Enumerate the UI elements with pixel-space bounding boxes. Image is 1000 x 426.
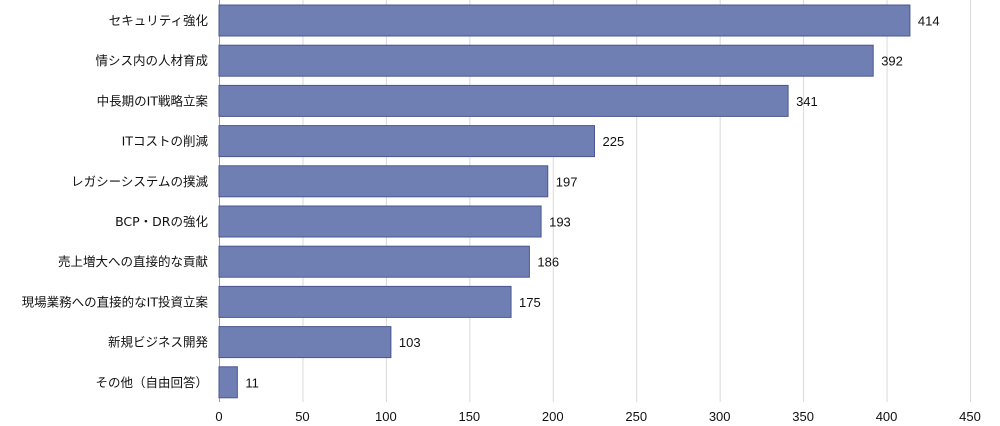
x-tick-label: 200 <box>542 409 564 424</box>
category-label: BCP・DRの強化 <box>115 214 208 229</box>
value-label: 103 <box>399 335 421 350</box>
category-label: ITコストの削減 <box>122 134 209 149</box>
value-label: 225 <box>603 134 625 149</box>
bars <box>218 4 911 399</box>
value-label: 197 <box>556 174 578 189</box>
value-label: 341 <box>796 94 818 109</box>
value-label: 392 <box>881 54 903 69</box>
bar <box>218 4 911 37</box>
value-label: 193 <box>549 215 571 230</box>
bar <box>218 366 238 399</box>
value-label: 186 <box>537 255 559 270</box>
category-label: 新規ビジネス開発 <box>108 335 209 350</box>
x-tick-label: 100 <box>375 409 397 424</box>
x-tick-label: 400 <box>876 409 898 424</box>
value-label: 175 <box>519 295 541 310</box>
x-tick-label: 250 <box>625 409 647 424</box>
x-tick-label: 50 <box>295 409 309 424</box>
bar <box>218 245 530 278</box>
x-tick-label: 350 <box>792 409 814 424</box>
bar <box>218 125 595 158</box>
category-label: レガシーシステムの撲滅 <box>71 174 208 189</box>
bar <box>218 205 542 238</box>
bar <box>218 84 789 117</box>
category-label: セキュリティ強化 <box>109 13 209 28</box>
category-label: 中長期のIT戦略立案 <box>97 93 209 108</box>
bar <box>218 326 392 359</box>
value-label: 11 <box>245 375 259 390</box>
x-axis-tick-labels: 0 50 100 150 200 250 300 350 400 450 <box>215 409 980 424</box>
bar <box>218 285 512 318</box>
category-label: 現場業務への直接的なIT投資立案 <box>22 294 209 309</box>
value-label: 414 <box>918 14 940 29</box>
x-tick-label: 150 <box>458 409 480 424</box>
x-tick-label: 450 <box>959 409 981 424</box>
x-tick-label: 0 <box>215 409 222 424</box>
value-labels: 414 392 341 225 197 193 186 175 103 11 <box>245 14 939 391</box>
category-label: 売上増大への直接的な貢献 <box>58 254 208 269</box>
bar <box>218 165 549 198</box>
x-tick-label: 300 <box>709 409 731 424</box>
bar <box>218 44 874 77</box>
category-label: その他（自由回答） <box>95 375 208 390</box>
category-label: 情シス内の人材育成 <box>95 53 208 68</box>
